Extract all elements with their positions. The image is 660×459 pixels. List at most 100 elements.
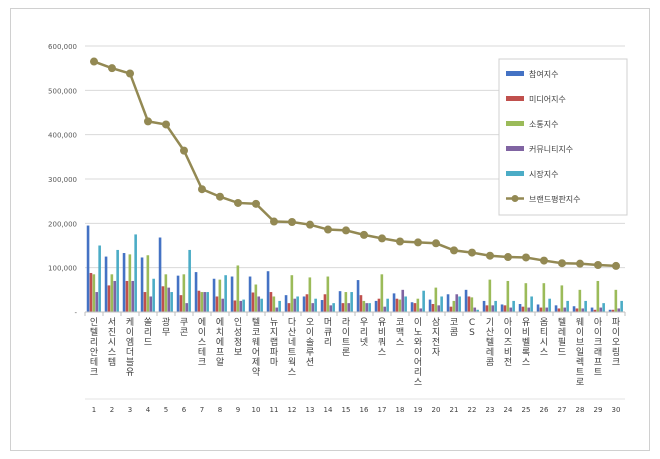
bar-시장지수-1 [98, 245, 101, 312]
x-category-number: 1 [92, 406, 96, 414]
bar-커뮤니티지수-21 [455, 294, 459, 312]
bar-소통지수-28 [578, 289, 582, 312]
y-tick-label: 200,000 [48, 220, 77, 228]
bar-미디어지수-21 [449, 306, 453, 312]
bar-커뮤니티지수-16 [365, 303, 369, 312]
bar-시장지수-14 [332, 303, 335, 312]
bar-미디어지수-24 [503, 305, 507, 312]
legend-swatch-참여지수 [506, 71, 524, 76]
x-category-number: 17 [378, 406, 387, 414]
legend-marker-브랜드평판지수 [511, 195, 519, 202]
bar-소통지수-1 [92, 274, 96, 312]
bar-소통지수-19 [416, 298, 420, 312]
bar-커뮤니티지수-15 [347, 303, 351, 312]
bar-참여지수-28 [572, 306, 576, 312]
bar-커뮤니티지수-13 [311, 303, 315, 312]
bar-커뮤니티지수-28 [581, 308, 585, 312]
bar-참여지수-6 [176, 275, 180, 312]
bar-참여지수-16 [356, 280, 360, 312]
bar-시장지수-23 [494, 300, 497, 312]
point-브랜드평판지수-16 [360, 230, 368, 239]
bar-시장지수-30 [620, 300, 623, 312]
point-브랜드평판지수-29 [594, 261, 602, 270]
x-category-number: 27 [558, 406, 567, 414]
bar-소통지수-25 [524, 283, 528, 312]
x-category-number: 12 [288, 406, 297, 414]
x-category-number: 7 [200, 406, 204, 414]
bar-커뮤니티지수-17 [383, 306, 387, 312]
bar-참여지수-1 [86, 225, 90, 312]
bar-소통지수-16 [362, 300, 366, 312]
legend-swatch-미디어지수 [506, 96, 524, 101]
point-브랜드평판지수-19 [414, 238, 422, 247]
bar-미디어지수-20 [431, 304, 435, 312]
bar-시장지수-21 [458, 296, 461, 312]
bar-시장지수-20 [440, 296, 443, 312]
point-브랜드평판지수-20 [432, 239, 440, 248]
bar-미디어지수-10 [251, 292, 255, 312]
y-axis-ticks: - 100,000 200,000 300,000 400,000 500,000 600,… [48, 43, 77, 317]
y-tick-label: 400,000 [48, 132, 77, 140]
x-category-number: 18 [396, 406, 405, 414]
bar-커뮤니티지수-29 [599, 307, 603, 312]
bar-참여지수-12 [284, 295, 288, 312]
x-category-number: 26 [540, 406, 549, 414]
x-category-number: 22 [468, 406, 477, 414]
bar-참여지수-21 [446, 294, 450, 312]
bar-시장지수-5 [170, 292, 173, 312]
bar-소통지수-12 [290, 275, 294, 312]
point-브랜드평판지수-17 [378, 234, 386, 243]
point-브랜드평판지수-12 [288, 218, 296, 227]
bar-소통지수-22 [470, 297, 474, 312]
legend-label: 소통지수 [529, 120, 558, 129]
bar-미디어지수-27 [557, 308, 561, 312]
point-브랜드평판지수-24 [504, 253, 512, 262]
x-category-number: 21 [450, 406, 459, 414]
x-category-number: 5 [164, 406, 168, 414]
bar-소통지수-18 [398, 299, 402, 312]
point-브랜드평판지수-25 [522, 253, 530, 262]
point-브랜드평판지수-4 [144, 117, 152, 126]
x-category-number: 16 [360, 406, 369, 414]
bar-미디어지수-13 [305, 294, 309, 312]
bar-커뮤니티지수-7 [203, 292, 207, 312]
bar-참여지수-18 [392, 293, 396, 312]
bar-시장지수-19 [422, 290, 425, 312]
bar-소통지수-5 [164, 274, 168, 312]
bar-커뮤니티지수-4 [149, 296, 153, 312]
bar-시장지수-25 [530, 296, 533, 312]
bar-미디어지수-19 [413, 303, 417, 312]
bar-미디어지수-23 [485, 305, 489, 312]
point-브랜드평판지수-1 [90, 57, 98, 66]
bar-소통지수-21 [452, 300, 456, 312]
bar-소통지수-9 [236, 265, 240, 312]
bar-참여지수-13 [302, 296, 306, 312]
legend-swatch-커뮤니티지수 [506, 146, 524, 151]
point-브랜드평판지수-23 [486, 251, 494, 260]
bar-시장지수-24 [512, 300, 515, 312]
bar-시장지수-8 [224, 275, 227, 312]
bar-커뮤니티지수-20 [437, 305, 441, 312]
bar-소통지수-23 [488, 279, 492, 312]
bar-시장지수-10 [260, 298, 263, 312]
legend-swatch-소통지수 [506, 121, 524, 126]
bar-참여지수-29 [590, 307, 594, 312]
bar-참여지수-22 [464, 289, 468, 312]
bar-커뮤니티지수-24 [509, 307, 513, 312]
bar-참여지수-26 [536, 304, 540, 312]
point-브랜드평판지수-7 [198, 185, 206, 194]
bar-미디어지수-3 [125, 280, 129, 312]
y-tick-label: 300,000 [48, 176, 77, 184]
